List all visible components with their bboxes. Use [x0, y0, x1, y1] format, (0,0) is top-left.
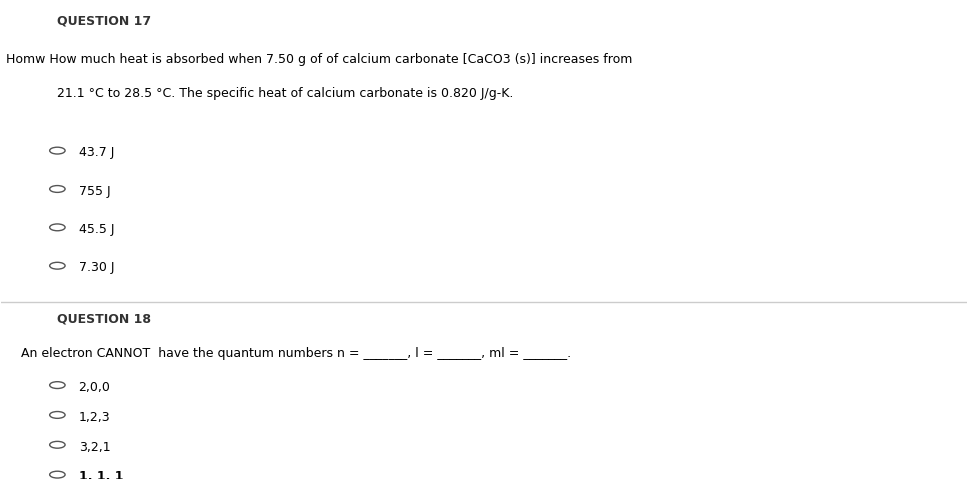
Text: 755 J: 755 J [78, 185, 110, 198]
Text: 1,2,3: 1,2,3 [78, 411, 110, 423]
Text: Homw How much heat is absorbed when 7.50 g of of calcium carbonate [CaCO3 (s)] i: Homw How much heat is absorbed when 7.50… [6, 53, 633, 66]
Text: 1, 1, 1: 1, 1, 1 [78, 470, 123, 479]
Text: 43.7 J: 43.7 J [78, 147, 114, 160]
Text: 2,0,0: 2,0,0 [78, 381, 110, 394]
Text: 21.1 °C to 28.5 °C. The specific heat of calcium carbonate is 0.820 J/g-K.: 21.1 °C to 28.5 °C. The specific heat of… [57, 87, 514, 100]
Text: 45.5 J: 45.5 J [78, 223, 114, 236]
Text: 7.30 J: 7.30 J [78, 262, 114, 274]
Text: QUESTION 18: QUESTION 18 [57, 313, 151, 326]
Text: 3,2,1: 3,2,1 [78, 441, 110, 454]
Text: QUESTION 17: QUESTION 17 [57, 14, 152, 27]
Text: An electron CANNOT  have the quantum numbers n = _______, l = _______, ml = ____: An electron CANNOT have the quantum numb… [20, 347, 571, 360]
